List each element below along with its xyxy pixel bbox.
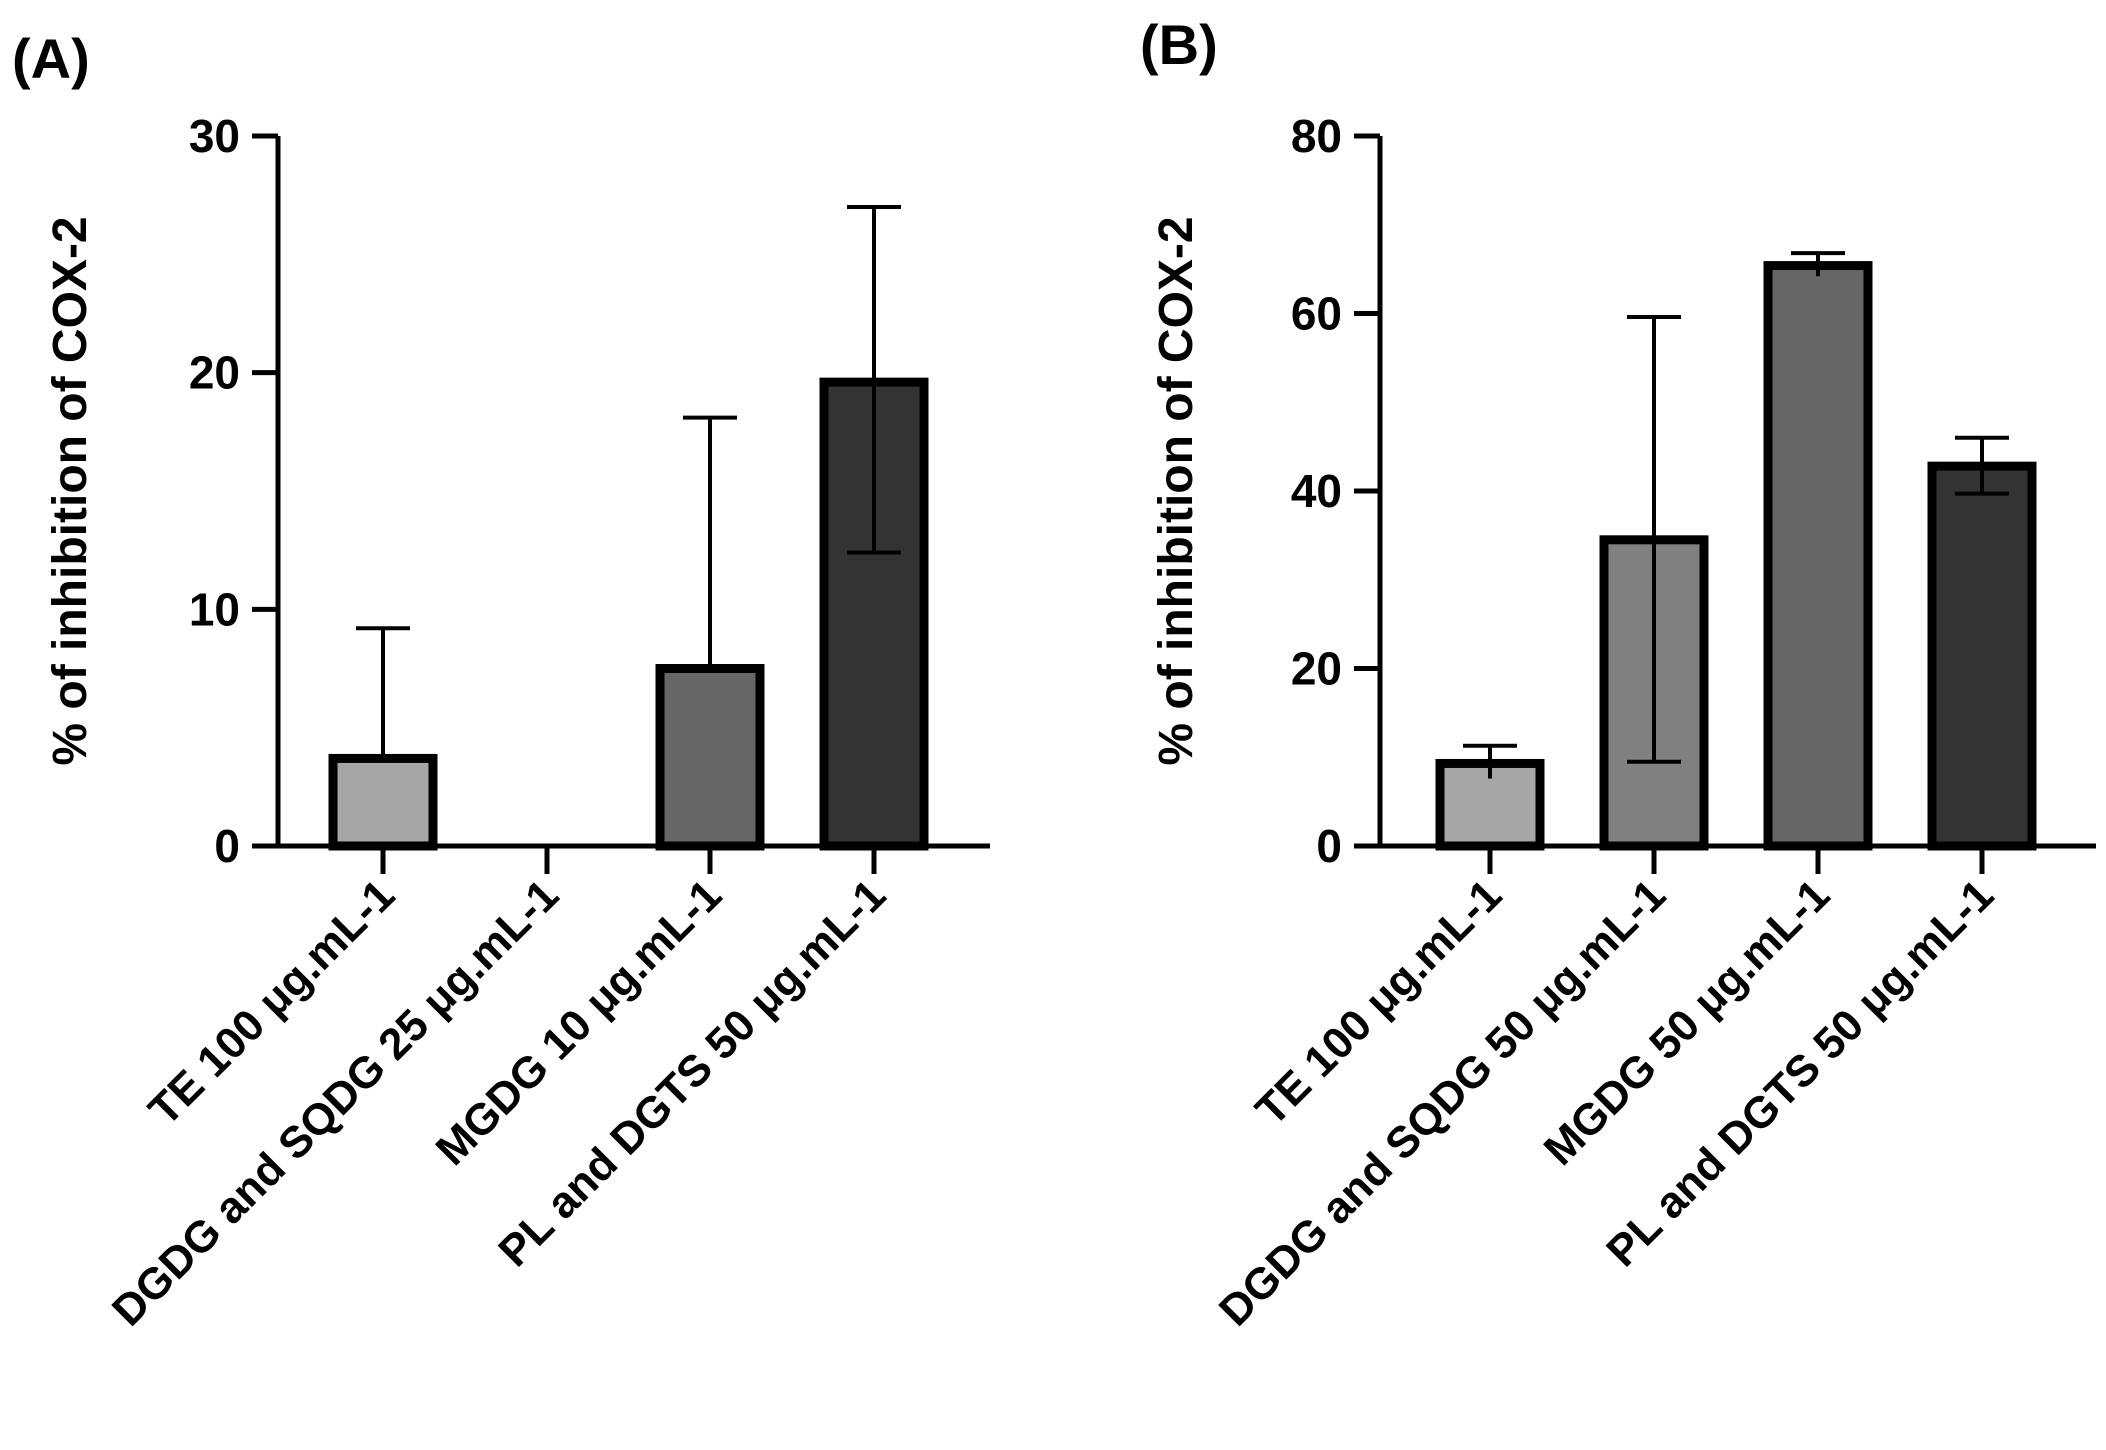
- panel-a-ytick-label-10: 10: [189, 583, 240, 635]
- panel-a-ytick-label-0: 0: [214, 820, 240, 872]
- panel-a-label: (A): [12, 27, 90, 90]
- panel-a-category-label-3: MGDG 10 μg.mL-1: [427, 870, 731, 1174]
- panel-b-bar-4: [1927, 461, 2037, 851]
- panel-b-ytick-label-80: 80: [1291, 110, 1342, 162]
- panel-b-y-axis-title: % of inhibition of COX-2: [1150, 216, 1203, 765]
- panel-a-bar-3: [655, 664, 765, 851]
- panel-a-ytick-label-30: 30: [189, 110, 240, 162]
- panel-b-label: (B): [1140, 13, 1218, 76]
- panel-a-y-axis-title: % of inhibition of COX-2: [44, 216, 97, 765]
- panel-b-ytick-label-20: 20: [1291, 643, 1342, 695]
- panel-b-ytick-label-40: 40: [1291, 465, 1342, 517]
- panel-b-category-label-3: MGDG 50 μg.mL-1: [1535, 870, 1839, 1174]
- panel-b-ytick-label-0: 0: [1316, 820, 1342, 872]
- panel-b-ytick-label-60: 60: [1291, 288, 1342, 340]
- panel-a-bar-1: [328, 753, 438, 851]
- panel-b-bar-3: [1763, 261, 1873, 851]
- panel-a-ytick-label-20: 20: [189, 347, 240, 399]
